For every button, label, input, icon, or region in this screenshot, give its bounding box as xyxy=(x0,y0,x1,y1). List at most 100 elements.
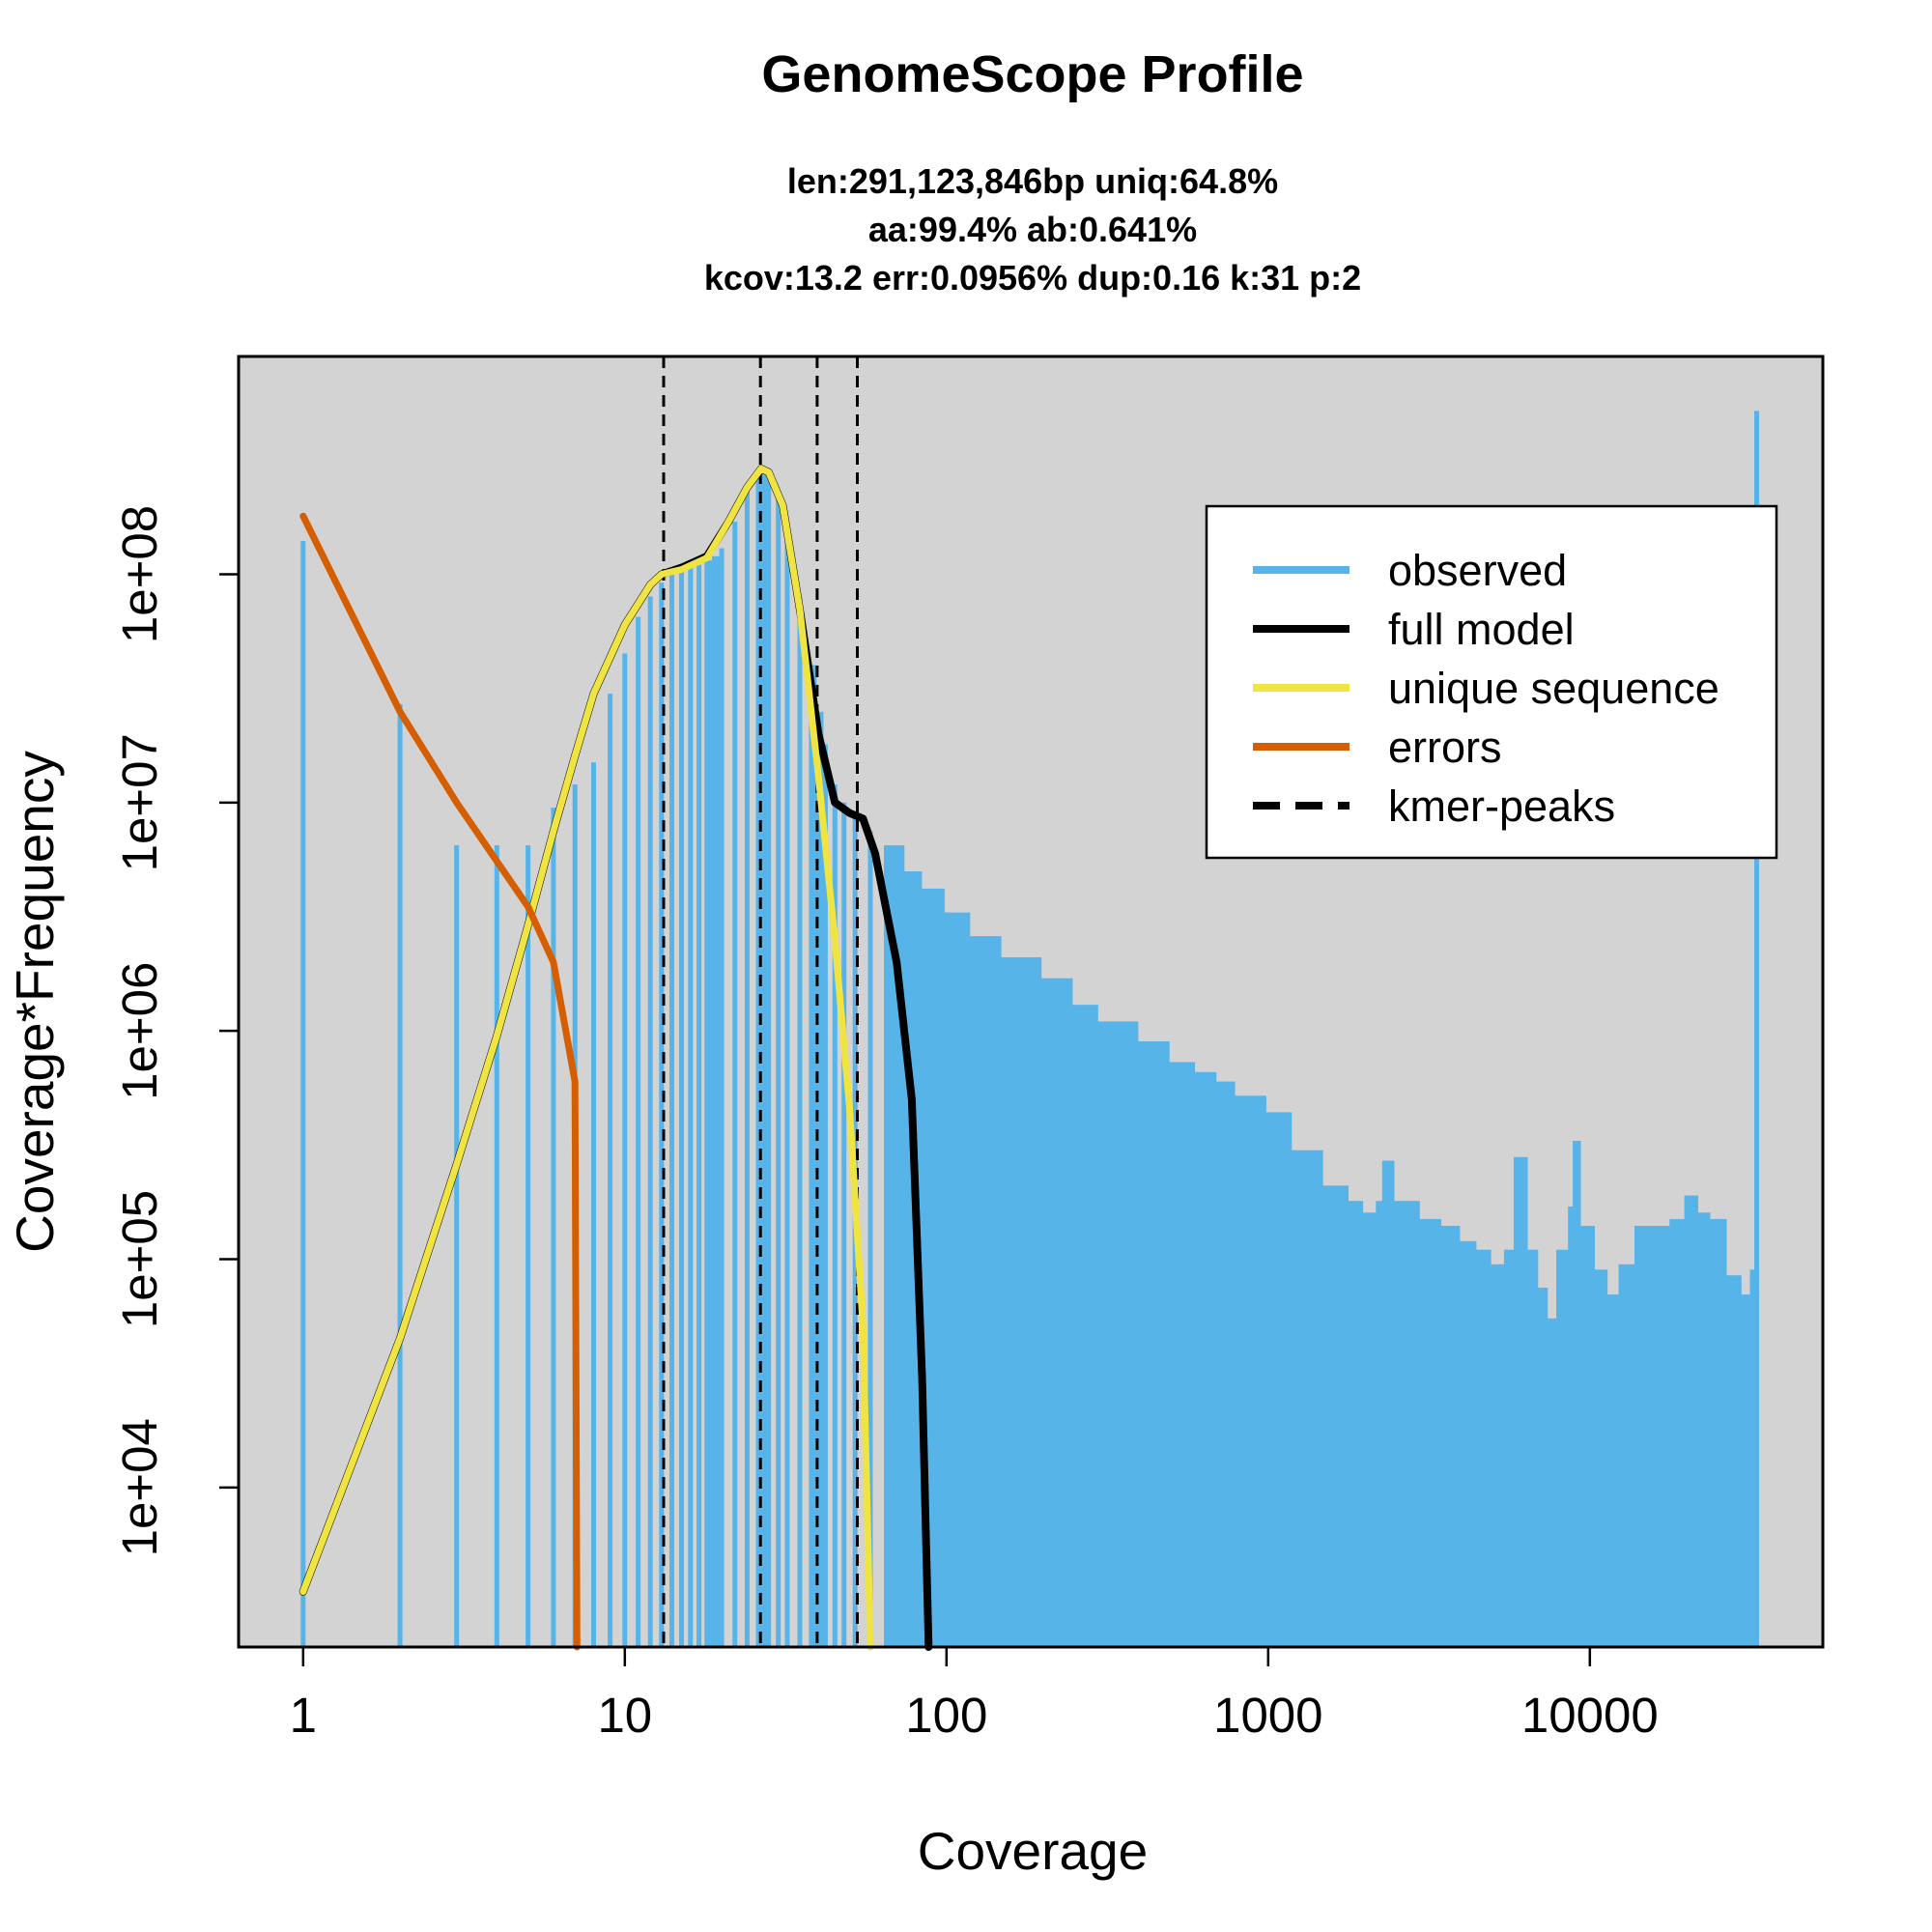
y-axis-label: Coverage*Frequency xyxy=(5,751,65,1253)
observed-bar xyxy=(744,492,750,1647)
y-tick-label: 1e+07 xyxy=(112,733,167,871)
observed-bar xyxy=(761,469,767,1648)
observed-bar xyxy=(797,596,803,1647)
legend-label: full model xyxy=(1388,605,1575,654)
observed-bar xyxy=(1381,1160,1395,1647)
x-axis: 1 10 100 1000 10000 xyxy=(290,1645,1659,1743)
observed-bar xyxy=(1169,1062,1196,1647)
observed-bar xyxy=(1491,1264,1505,1647)
x-tick-label: 1 xyxy=(290,1688,317,1743)
observed-bar xyxy=(1634,1226,1654,1647)
observed-bar xyxy=(776,492,781,1647)
observed-bar xyxy=(669,574,674,1647)
observed-bar xyxy=(696,564,702,1648)
observed-bar xyxy=(1265,1112,1293,1647)
observed-bar xyxy=(1556,1249,1569,1647)
observed-bar xyxy=(1393,1201,1420,1647)
legend-box xyxy=(1205,504,1778,860)
legend-label: errors xyxy=(1388,723,1502,772)
y-tick-label: 1e+06 xyxy=(112,962,167,1100)
observed-bar xyxy=(719,548,724,1647)
observed-bar xyxy=(1322,1185,1349,1647)
observed-bar xyxy=(809,665,817,1647)
observed-bar xyxy=(1194,1071,1217,1647)
observed-bar xyxy=(1741,1294,1751,1647)
observed-bar xyxy=(1579,1226,1595,1647)
y-tick-label: 1e+05 xyxy=(112,1190,167,1328)
legend: observed full model unique sequence errors k… xyxy=(1205,504,1778,860)
observed-bar xyxy=(712,555,721,1647)
observed-bar xyxy=(454,845,460,1647)
observed-bar xyxy=(1594,1269,1608,1647)
observed-bar xyxy=(832,784,838,1647)
observed-bar xyxy=(969,936,1002,1647)
legend-label: kmer-peaks xyxy=(1388,781,1615,831)
observed-bar xyxy=(608,694,613,1647)
chart-subtitle-line-3: kcov:13.2 err:0.0956% dup:0.16 k:31 p:2 xyxy=(704,258,1361,298)
observed-bar xyxy=(704,560,713,1648)
y-tick-label: 1e+08 xyxy=(112,505,167,643)
observed-bar xyxy=(1071,1005,1098,1647)
observed-bar xyxy=(526,845,531,1647)
observed-bar xyxy=(1606,1294,1620,1647)
x-tick-label: 1000 xyxy=(1213,1688,1322,1743)
observed-bar xyxy=(591,762,596,1647)
x-tick-label: 10 xyxy=(597,1688,652,1743)
observed-bar xyxy=(1684,1195,1698,1647)
legend-label: observed xyxy=(1388,546,1567,595)
x-axis-label: Coverage xyxy=(918,1821,1148,1881)
observed-bar xyxy=(1537,1288,1548,1647)
observed-bar xyxy=(1475,1249,1492,1647)
observed-bar xyxy=(884,845,905,1647)
observed-bar xyxy=(1697,1212,1711,1647)
observed-bar xyxy=(755,471,762,1647)
x-tick-label: 10000 xyxy=(1521,1688,1659,1743)
observed-bar xyxy=(688,566,694,1647)
observed-bar xyxy=(647,596,653,1647)
observed-bar xyxy=(659,582,665,1647)
observed-bar xyxy=(944,912,971,1647)
observed-bar xyxy=(867,831,873,1647)
observed-bar xyxy=(1235,1095,1266,1647)
observed-bar xyxy=(1618,1264,1635,1647)
observed-bar xyxy=(679,569,684,1647)
observed-bar xyxy=(494,845,499,1647)
observed-bar xyxy=(1547,1318,1557,1647)
model-lines xyxy=(298,465,933,1651)
observed-bar xyxy=(397,703,403,1647)
observed-bar xyxy=(636,616,641,1648)
observed-bar xyxy=(1440,1226,1461,1647)
observed-bar xyxy=(1001,957,1042,1647)
observed-bar xyxy=(1215,1081,1236,1647)
observed-bar xyxy=(1137,1041,1170,1647)
observed-bar xyxy=(1291,1150,1323,1647)
observed-bar xyxy=(1459,1240,1477,1647)
legend-label: unique sequence xyxy=(1388,664,1719,713)
observed-bar xyxy=(300,541,306,1647)
observed-bar xyxy=(551,808,556,1647)
x-tick-label: 100 xyxy=(905,1688,987,1743)
errors-line xyxy=(299,512,581,1651)
observed-bar xyxy=(1376,1201,1383,1647)
observed-bar xyxy=(1040,978,1073,1647)
observed-bar xyxy=(732,522,738,1647)
y-tick-label: 1e+04 xyxy=(112,1418,167,1556)
observed-bar xyxy=(784,527,790,1647)
observed-bar xyxy=(1568,1207,1574,1647)
observed-bar xyxy=(1754,411,1759,1647)
chart-title: GenomeScope Profile xyxy=(761,45,1303,103)
observed-bar xyxy=(1097,1021,1139,1647)
observed-bar xyxy=(1749,1269,1755,1647)
observed-bar xyxy=(1419,1218,1442,1647)
y-axis: 1e+04 1e+05 1e+06 1e+07 1e+08 xyxy=(112,505,241,1556)
observed-bar xyxy=(1709,1218,1727,1647)
observed-bar xyxy=(1573,1141,1581,1647)
observed-bar xyxy=(1726,1275,1742,1647)
observed-bar xyxy=(841,802,847,1647)
observed-bar xyxy=(622,653,628,1647)
observed-bar xyxy=(822,744,828,1647)
observed-bar xyxy=(1362,1212,1377,1647)
observed-bar xyxy=(766,471,772,1647)
observed-bar xyxy=(1527,1249,1539,1647)
